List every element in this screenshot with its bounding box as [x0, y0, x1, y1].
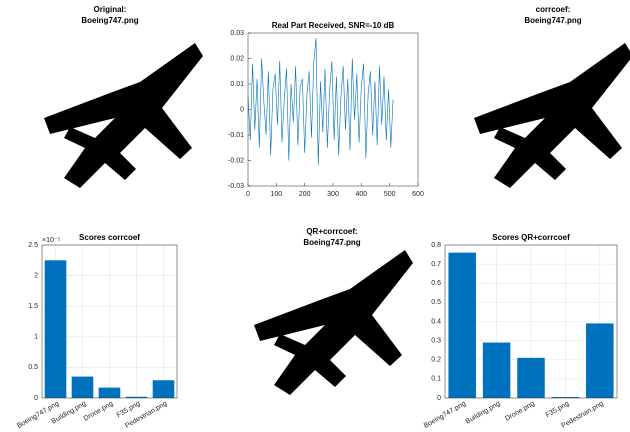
- x-tick-label: Drone.png: [504, 400, 536, 422]
- chart-title: Boeing747.png: [524, 16, 581, 25]
- y-tick-label: 0: [437, 395, 441, 402]
- y-tick-label: 0.8: [431, 242, 441, 249]
- bar: [483, 343, 511, 398]
- y-tick-label: 0.5: [431, 299, 441, 306]
- y-tick-label: 0.02: [230, 55, 244, 62]
- y-tick-label: 0.03: [230, 30, 244, 37]
- bar: [99, 388, 121, 398]
- x-tick-label: Boeing747.png: [423, 400, 467, 430]
- y-tick-label: 0.7: [431, 261, 441, 268]
- chart-title: Scores QR+corrcoef: [492, 233, 570, 242]
- chart-title: corrcoef:: [536, 5, 571, 14]
- y-tick-label: 0.5: [28, 364, 38, 371]
- exponent-label: ×10⁻⁵: [42, 237, 61, 244]
- chart-title: Real Part Received, SNR=-10 dB: [272, 21, 395, 30]
- y-tick-label: 0.6: [431, 280, 441, 287]
- chart-title: Scores corrcoef: [79, 233, 140, 242]
- y-tick-label: -0.03: [228, 183, 244, 190]
- y-tick-label: 0.4: [431, 318, 441, 325]
- image: [44, 43, 203, 188]
- y-tick-label: 1: [34, 334, 38, 341]
- x-tick-label: Drone.png: [83, 400, 115, 422]
- y-tick-label: 0.2: [431, 357, 441, 364]
- y-tick-label: 0: [34, 395, 38, 402]
- x-tick-label: 300: [327, 191, 339, 198]
- bar: [45, 260, 67, 398]
- x-tick-label: 200: [299, 191, 311, 198]
- figure: Original: Boeing747.png Real Part Received…: [0, 0, 630, 432]
- y-tick-label: -0.01: [228, 132, 244, 139]
- y-tick-label: -0.02: [228, 157, 244, 164]
- chart-title: QR+corrcoef:: [306, 227, 357, 236]
- x-tick-label: 100: [270, 191, 282, 198]
- bar: [72, 377, 94, 398]
- y-tick-label: 0.1: [431, 376, 441, 383]
- y-tick-label: 1.5: [28, 303, 38, 310]
- x-tick-label: 400: [355, 191, 367, 198]
- x-tick-label: 500: [384, 191, 396, 198]
- x-tick-label: 600: [412, 191, 424, 198]
- y-tick-label: 0.3: [431, 337, 441, 344]
- chart-title: Boeing747.png: [81, 16, 138, 25]
- y-tick-label: 2.5: [28, 242, 38, 249]
- y-tick-label: 0: [240, 106, 244, 113]
- image: [254, 250, 413, 395]
- y-tick-label: 0.01: [230, 81, 244, 88]
- bar: [517, 358, 545, 398]
- bar: [153, 380, 175, 398]
- y-tick-label: 2: [34, 272, 38, 279]
- image: [474, 43, 630, 188]
- chart-title: Boeing747.png: [303, 238, 360, 247]
- bar: [448, 253, 476, 398]
- chart-title: Original:: [94, 5, 127, 14]
- x-tick-label: Building.png: [465, 400, 502, 425]
- x-tick-label: 0: [246, 191, 250, 198]
- x-tick-label: F35.png: [545, 400, 571, 419]
- bar: [586, 323, 614, 398]
